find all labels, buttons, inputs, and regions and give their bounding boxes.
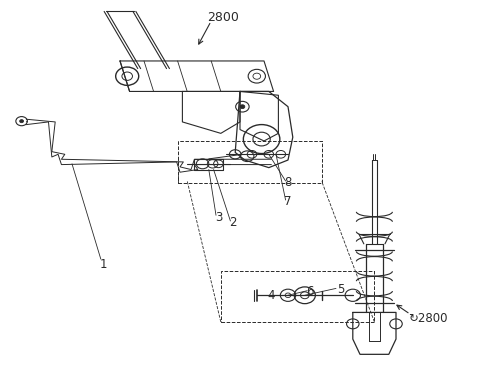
Text: 4: 4 <box>267 289 275 302</box>
Circle shape <box>240 105 245 109</box>
Bar <box>221 271 374 322</box>
Text: 5: 5 <box>337 283 345 296</box>
Text: 1: 1 <box>99 258 107 271</box>
Circle shape <box>20 120 24 123</box>
Text: 2: 2 <box>229 216 237 229</box>
Text: 6: 6 <box>306 285 313 298</box>
Text: 8: 8 <box>284 176 292 189</box>
Text: 2800: 2800 <box>207 11 239 24</box>
Text: 3: 3 <box>215 211 222 224</box>
Bar <box>178 141 322 183</box>
Text: ↻2800: ↻2800 <box>408 312 447 325</box>
Text: 7: 7 <box>284 195 292 208</box>
